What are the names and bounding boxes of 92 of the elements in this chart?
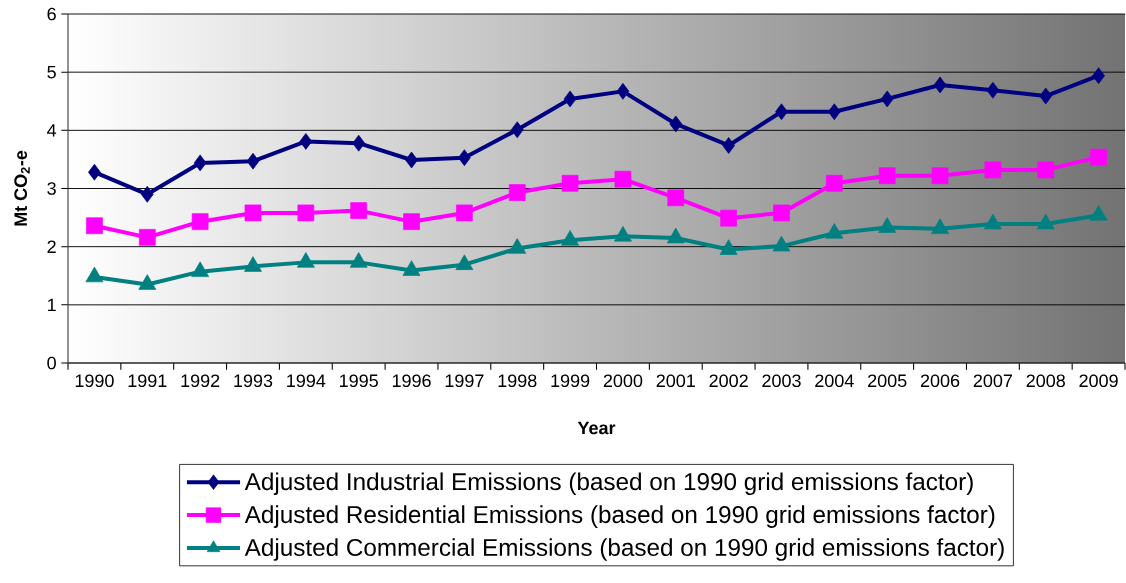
point	[828, 103, 841, 121]
point	[719, 239, 738, 255]
point	[456, 204, 473, 222]
point	[772, 235, 791, 252]
point	[720, 209, 737, 227]
y-tick-label: 4	[47, 124, 57, 137]
point	[88, 163, 101, 181]
x-tick-label: 1998	[498, 374, 537, 388]
point	[984, 213, 1002, 230]
x-tick-label: 1990	[75, 374, 114, 388]
x-tick-label: 2007	[973, 374, 1013, 388]
point	[403, 213, 420, 230]
point	[352, 134, 366, 152]
x-tick-label: 1991	[128, 374, 167, 388]
point	[1092, 67, 1105, 84]
point	[296, 252, 315, 268]
point	[299, 133, 313, 150]
point	[349, 252, 368, 268]
point	[614, 170, 632, 188]
point	[984, 161, 1002, 179]
point	[669, 115, 683, 133]
point	[1037, 161, 1055, 179]
y-tick-label: 3	[47, 182, 56, 195]
y-tick-label: 0	[47, 356, 56, 370]
point	[722, 137, 735, 154]
point	[1090, 148, 1107, 166]
point	[614, 225, 632, 242]
x-tick-label: 1999	[551, 374, 590, 388]
legend-label: Adjusted Industrial Emissions (based on 1990 grid emissions factor)	[244, 472, 973, 496]
x-tick-label: 2009	[1079, 374, 1118, 388]
x-tick-label: 2006	[920, 374, 960, 388]
point	[508, 238, 527, 254]
point	[825, 223, 844, 239]
point	[1036, 213, 1055, 230]
x-tick-label: 1995	[340, 374, 378, 388]
point	[616, 83, 630, 100]
point	[458, 149, 471, 167]
point	[297, 204, 315, 222]
x-tick-label: 2000	[603, 374, 643, 388]
point	[191, 261, 210, 277]
x-tick-label: 1993	[234, 374, 273, 388]
x-tick-label: 2002	[709, 374, 748, 388]
y-axis-title: Mt CO$_{2}$-e	[14, 150, 30, 226]
point	[986, 81, 1000, 99]
point	[880, 90, 894, 108]
point	[508, 184, 526, 201]
point	[140, 185, 154, 203]
x-tick-label: 2003	[762, 374, 801, 388]
point	[193, 154, 207, 172]
point	[933, 76, 947, 94]
point	[931, 167, 949, 185]
point	[402, 260, 421, 276]
point	[825, 174, 843, 192]
point	[561, 174, 579, 192]
x-tick-label: 2004	[815, 374, 854, 388]
x-tick-label: 1997	[445, 374, 484, 388]
point	[86, 217, 103, 235]
y-tick-label: 2	[47, 240, 56, 253]
point	[455, 254, 474, 270]
y-tick-label: 5	[47, 65, 56, 79]
legend-label: Adjusted Commercial Emissions (based on 1990 grid emissions factor)	[244, 538, 1004, 561]
y-tick-label: 1	[48, 298, 56, 312]
y-tick-label: 6	[47, 7, 56, 21]
point	[85, 266, 104, 283]
point	[244, 204, 262, 222]
x-axis-title: Year	[577, 421, 616, 435]
point	[775, 103, 788, 121]
point	[1089, 205, 1108, 221]
point	[666, 227, 685, 244]
point	[1039, 87, 1053, 105]
point	[350, 202, 368, 219]
point	[563, 90, 577, 108]
point	[773, 204, 790, 222]
point	[138, 274, 157, 290]
point	[561, 230, 579, 246]
point	[138, 229, 156, 246]
point	[244, 256, 262, 272]
x-tick-label: 2008	[1026, 374, 1065, 388]
point	[405, 151, 418, 169]
point	[510, 121, 524, 139]
x-tick-label: 2005	[868, 374, 907, 388]
x-tick-label: 2001	[656, 374, 695, 388]
point	[246, 152, 260, 170]
x-tick-label: 1992	[181, 374, 220, 388]
point	[878, 167, 896, 185]
point	[667, 189, 685, 207]
point	[878, 217, 897, 233]
point	[191, 213, 209, 230]
x-tick-label: 1994	[287, 374, 326, 388]
x-tick-label: 1996	[392, 374, 431, 388]
point	[931, 218, 949, 234]
legend-label: Adjusted Residential Emissions (based on 1990 grid emissions factor)	[244, 505, 995, 528]
